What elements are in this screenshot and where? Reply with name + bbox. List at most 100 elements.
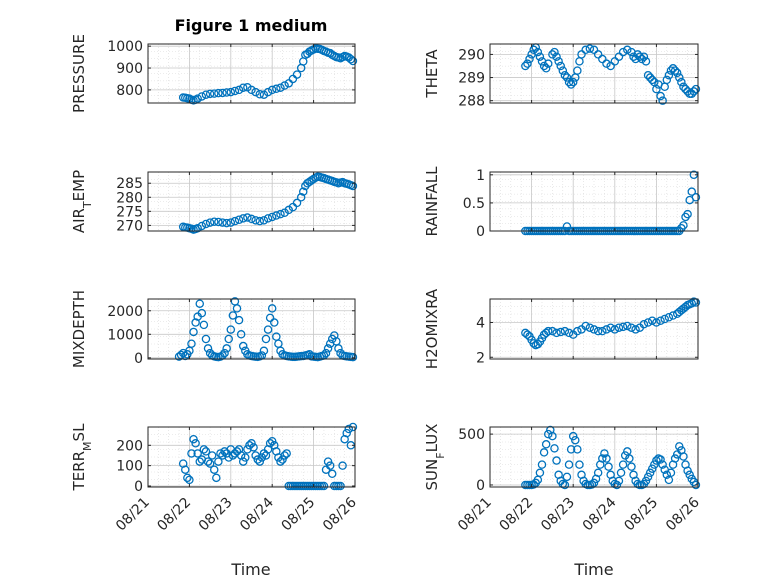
axes-box xyxy=(489,298,699,360)
data-point xyxy=(270,318,279,327)
data-point xyxy=(573,445,582,454)
data-point xyxy=(660,314,669,324)
axes-box xyxy=(147,43,356,104)
y-tick-label: 200 xyxy=(116,438,143,454)
data-point xyxy=(631,54,640,64)
data-point xyxy=(645,468,655,478)
data-point xyxy=(629,52,638,61)
data-point xyxy=(232,304,242,313)
data-point xyxy=(566,80,576,89)
data-point xyxy=(641,57,651,66)
data-point xyxy=(552,328,561,338)
y-tick-label: 1000 xyxy=(107,39,143,55)
series-h2omixra xyxy=(521,297,701,350)
data-point xyxy=(560,480,570,490)
data-point xyxy=(602,454,611,463)
data-point xyxy=(226,218,236,227)
data-point xyxy=(263,87,273,97)
data-point xyxy=(218,218,227,227)
data-point xyxy=(205,218,215,227)
y-axis-label-sun-flux-part: LUX xyxy=(423,424,441,453)
data-point xyxy=(664,313,674,322)
axes-box xyxy=(147,426,356,488)
data-point xyxy=(247,439,256,448)
data-point xyxy=(334,344,343,353)
data-point xyxy=(209,89,219,98)
data-point xyxy=(556,61,565,71)
data-point xyxy=(183,473,192,483)
data-point xyxy=(187,339,196,348)
data-point xyxy=(201,447,211,456)
data-point xyxy=(214,457,223,466)
data-point xyxy=(247,85,256,95)
data-point xyxy=(677,77,686,87)
axes-box xyxy=(489,426,699,488)
data-point xyxy=(666,468,676,478)
series-air-temp xyxy=(178,172,358,234)
data-point xyxy=(602,59,611,68)
data-point xyxy=(205,89,215,99)
y-tick-label: 288 xyxy=(458,94,485,110)
data-point xyxy=(255,216,265,226)
data-point xyxy=(238,83,248,92)
data-point xyxy=(267,85,277,95)
data-point xyxy=(598,326,607,336)
y-axis-label-air-temp-subscript: T xyxy=(81,201,94,209)
data-point xyxy=(647,316,657,325)
data-point xyxy=(197,308,207,318)
data-point xyxy=(643,318,653,327)
y-axis-label-pressure: PRESSURE xyxy=(70,34,88,113)
y-tick-label: 0.5 xyxy=(463,196,485,212)
data-point xyxy=(201,90,211,99)
data-point xyxy=(238,341,248,351)
y-tick-label: 2 xyxy=(476,350,485,366)
data-point xyxy=(348,56,358,66)
series-pressure xyxy=(178,44,358,105)
data-point xyxy=(181,351,190,361)
data-point xyxy=(656,91,665,101)
data-point xyxy=(585,323,595,332)
data-point xyxy=(614,52,624,61)
data-point xyxy=(575,460,584,469)
y-tick-label: 285 xyxy=(116,176,143,192)
data-point xyxy=(245,441,254,450)
data-point xyxy=(272,84,281,94)
data-point xyxy=(238,457,248,466)
y-axis-label-air-temp-part: EMP xyxy=(70,170,88,201)
data-point xyxy=(189,434,198,444)
data-point xyxy=(214,88,223,98)
data-point xyxy=(560,326,570,336)
axes-box xyxy=(147,171,356,232)
data-point xyxy=(593,50,603,59)
y-tick-label: 0 xyxy=(476,224,485,240)
data-point xyxy=(243,213,252,222)
data-point xyxy=(539,448,549,457)
y-axis-label-mixdepth: MIXDEPTH xyxy=(70,290,88,368)
data-point xyxy=(282,449,291,458)
data-point xyxy=(562,73,572,82)
series-theta xyxy=(521,43,701,105)
y-tick-label: 270 xyxy=(116,218,143,234)
data-point xyxy=(681,302,690,312)
data-point xyxy=(203,457,213,466)
data-point xyxy=(525,54,534,64)
data-point xyxy=(251,87,260,97)
data-point xyxy=(533,339,543,349)
data-point xyxy=(548,431,557,441)
data-point xyxy=(668,311,678,320)
data-point xyxy=(259,346,269,356)
data-point xyxy=(652,318,661,327)
data-point xyxy=(207,451,217,460)
data-point xyxy=(631,325,640,334)
axes-box xyxy=(489,171,699,232)
data-point xyxy=(234,315,244,325)
data-point xyxy=(675,442,684,451)
data-point xyxy=(323,457,333,466)
data-point xyxy=(539,61,549,71)
data-point xyxy=(668,64,678,73)
data-point xyxy=(664,70,674,80)
series-sun-flux xyxy=(521,425,701,490)
data-point xyxy=(610,57,620,66)
y-tick-label: 0 xyxy=(134,479,143,495)
data-point xyxy=(550,47,559,57)
